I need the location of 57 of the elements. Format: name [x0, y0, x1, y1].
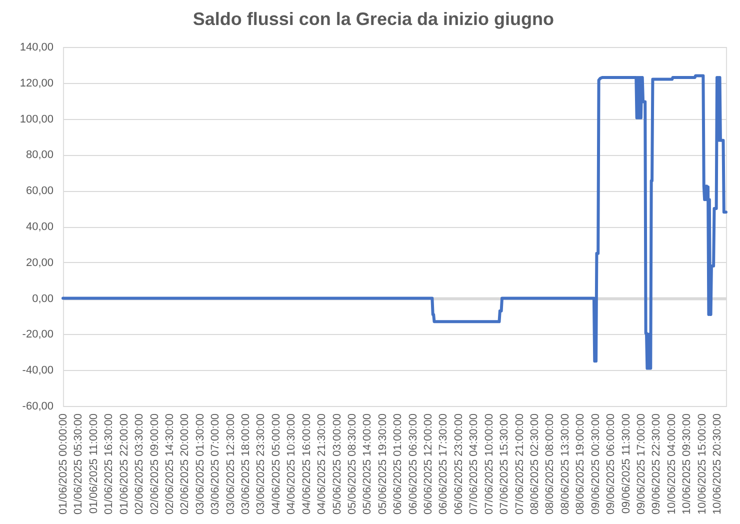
x-tick-label: 05/06/2025 14:00:00 — [362, 414, 374, 514]
x-tick-label: 06/06/2025 06:30:00 — [407, 414, 420, 514]
chart-title: Saldo flussi con la Grecia da inizio giugno — [192, 9, 554, 29]
x-tick-label: 06/06/2025 23:00:00 — [452, 414, 465, 514]
x-tick-label: 01/06/2025 22:00:00 — [118, 414, 130, 514]
x-tick-label: 04/06/2025 10:30:00 — [286, 414, 298, 514]
x-tick-label: 04/06/2025 16:00:00 — [300, 414, 313, 514]
x-tick-label: 05/06/2025 08:30:00 — [346, 414, 358, 514]
x-tick-label: 09/06/2025 22:30:00 — [650, 414, 663, 514]
x-tick-label: 05/06/2025 19:30:00 — [376, 414, 389, 514]
x-tick-label: 02/06/2025 14:30:00 — [164, 414, 176, 514]
y-tick-label: 80,00 — [26, 149, 54, 162]
y-tick-label: 0,00 — [32, 292, 54, 305]
line-series — [62, 74, 728, 370]
x-tick-label: 03/06/2025 01:30:00 — [194, 414, 206, 514]
x-tick-label: 08/06/2025 02:30:00 — [528, 414, 541, 514]
x-tick-label: 10/06/2025 09:30:00 — [681, 414, 694, 514]
x-tick-label: 03/06/2025 07:00:00 — [210, 414, 222, 514]
y-tick-label: 100,00 — [20, 113, 54, 126]
x-tick-label: 10/06/2025 04:00:00 — [666, 414, 678, 514]
x-tick-label: 01/06/2025 16:30:00 — [103, 414, 116, 514]
x-tick-label: 09/06/2025 00:30:00 — [590, 414, 602, 514]
x-tick-label: 05/06/2025 03:00:00 — [331, 414, 344, 514]
x-tick-label: 08/06/2025 13:30:00 — [559, 414, 572, 514]
x-tick-label: 04/06/2025 05:00:00 — [270, 414, 282, 514]
y-tick-label: -20,00 — [22, 328, 54, 341]
y-tick-label: 20,00 — [26, 256, 54, 269]
y-tick-label: -60,00 — [22, 400, 54, 412]
x-tick-label: 08/06/2025 08:00:00 — [544, 414, 556, 514]
x-tick-label: 09/06/2025 11:30:00 — [620, 414, 632, 514]
x-tick-label: 01/06/2025 05:30:00 — [72, 414, 85, 514]
y-tick-label: 140,00 — [20, 42, 54, 54]
x-tick-label: 07/06/2025 15:30:00 — [498, 414, 511, 514]
x-tick-label: 06/06/2025 12:00:00 — [422, 414, 435, 514]
x-tick-label: 02/06/2025 03:30:00 — [134, 414, 146, 514]
x-tick-label: 06/06/2025 01:00:00 — [392, 414, 404, 514]
y-tick-label: 40,00 — [26, 221, 54, 233]
x-tick-label: 09/06/2025 17:00:00 — [635, 414, 648, 514]
x-tick-label: 07/06/2025 10:00:00 — [483, 414, 496, 514]
x-tick-label: 10/06/2025 20:30:00 — [712, 414, 724, 514]
x-tick-label: 06/06/2025 17:30:00 — [438, 414, 450, 514]
x-tick-label: 10/06/2025 15:00:00 — [696, 414, 708, 514]
x-tick-label: 08/06/2025 19:00:00 — [574, 414, 587, 514]
x-tick-label: 03/06/2025 23:30:00 — [255, 414, 268, 514]
x-tick-label: 02/06/2025 20:00:00 — [179, 414, 192, 514]
x-tick-label: 07/06/2025 04:30:00 — [468, 414, 480, 514]
x-tick-label: 03/06/2025 18:00:00 — [240, 414, 252, 514]
x-tick-label: 02/06/2025 09:00:00 — [148, 414, 161, 514]
y-tick-label: 60,00 — [26, 185, 54, 198]
x-tick-label: 01/06/2025 11:00:00 — [88, 414, 100, 514]
x-tick-label: 03/06/2025 12:30:00 — [224, 414, 237, 514]
x-tick-label: 09/06/2025 06:00:00 — [605, 414, 618, 514]
x-tick-label: 01/06/2025 00:00:00 — [58, 414, 70, 514]
y-tick-label: 120,00 — [20, 77, 54, 90]
x-tick-label: 04/06/2025 21:30:00 — [316, 414, 328, 514]
y-tick-label: -40,00 — [22, 364, 54, 377]
x-tick-label: 07/06/2025 21:00:00 — [514, 414, 526, 514]
